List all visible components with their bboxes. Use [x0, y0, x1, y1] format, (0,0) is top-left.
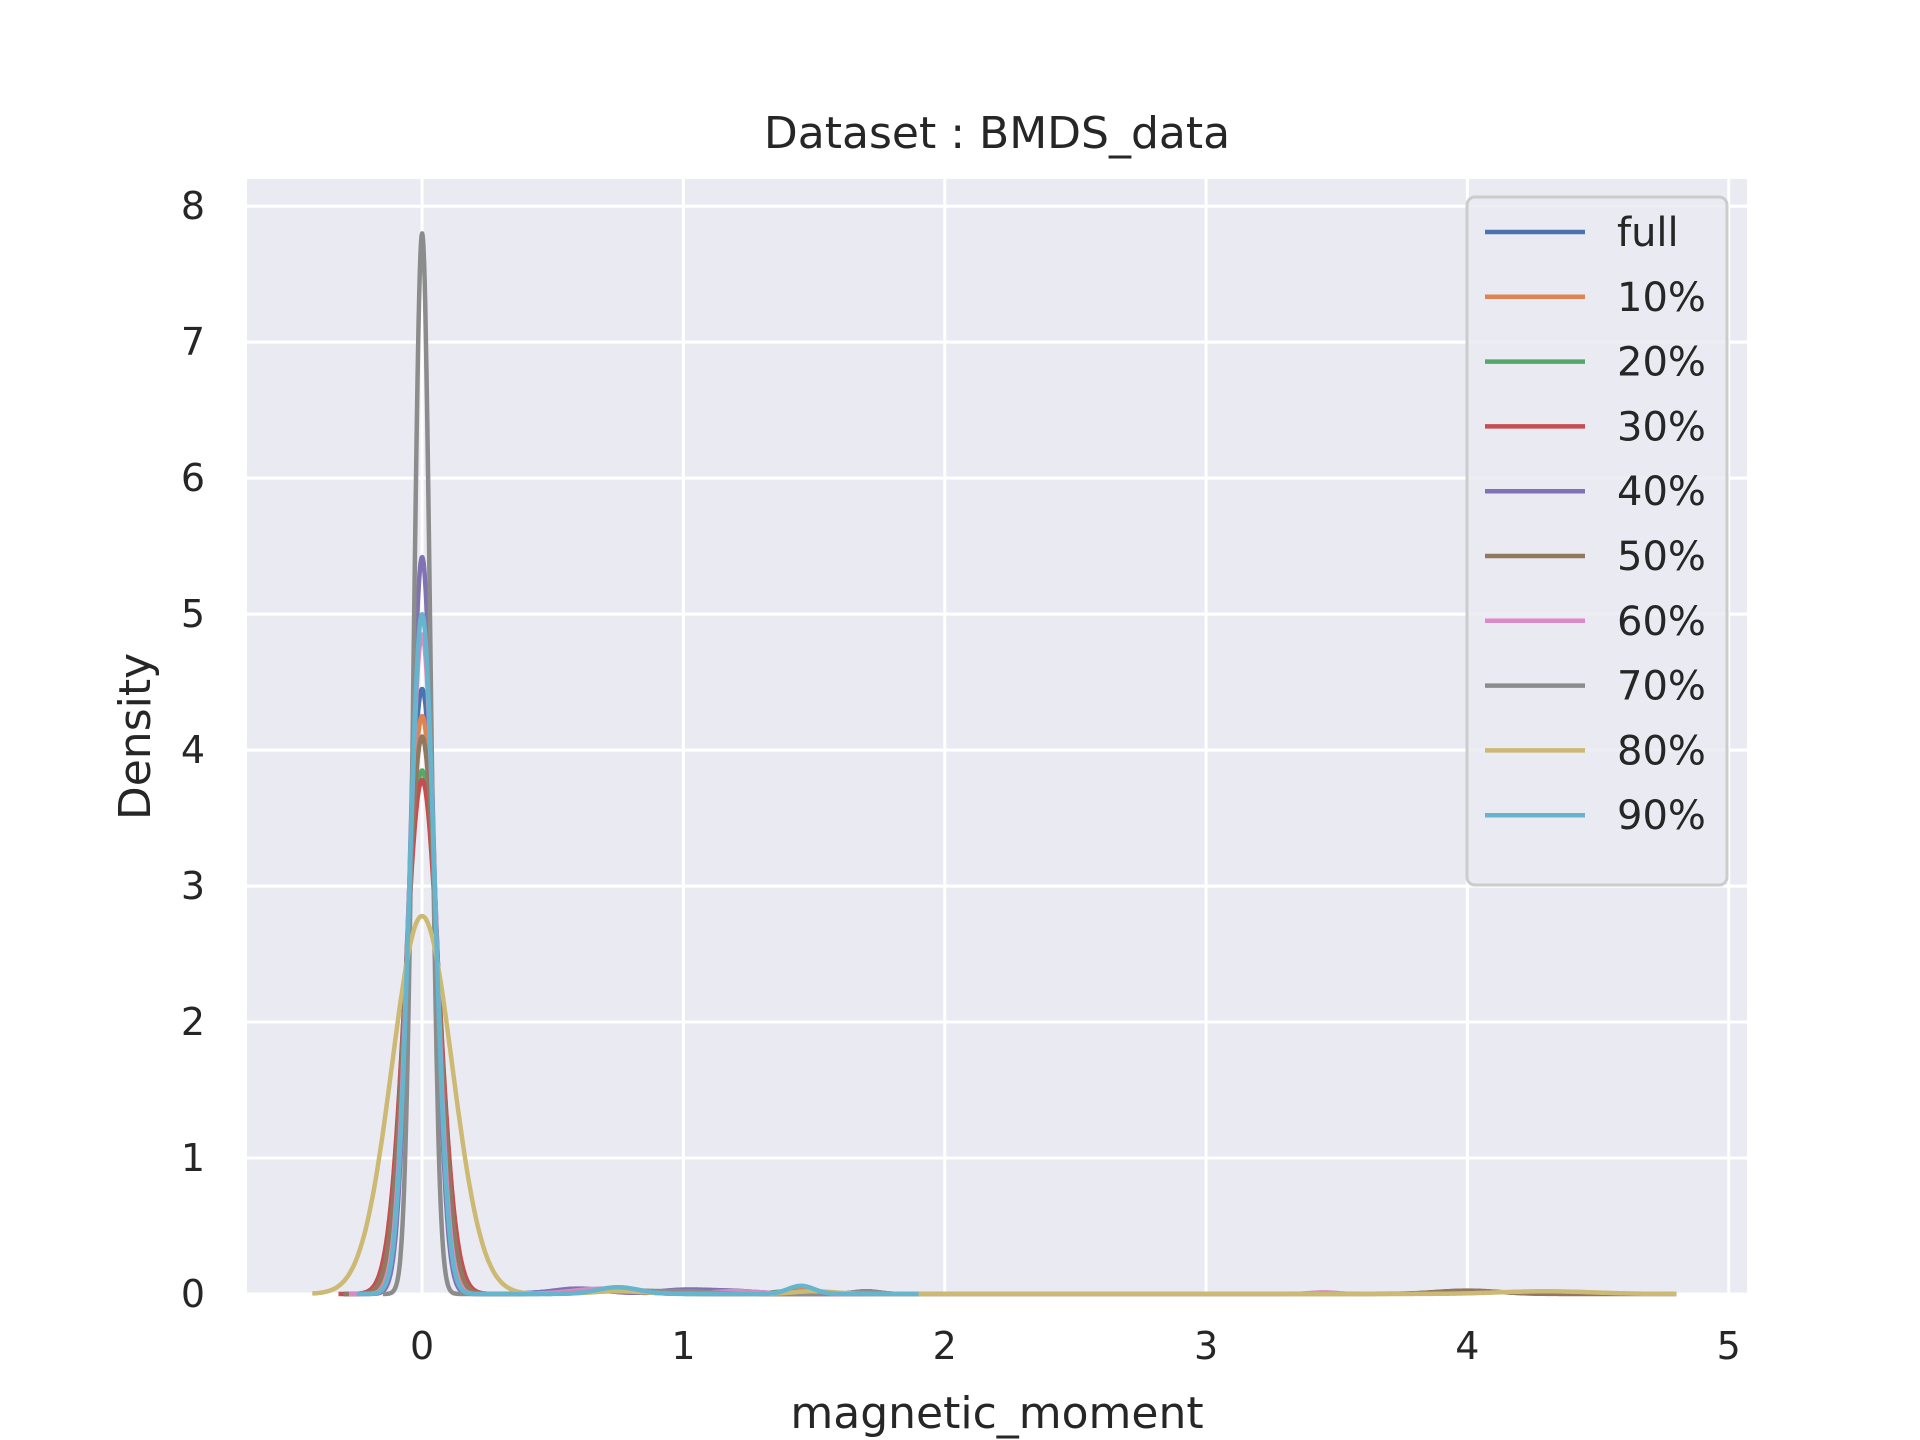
x-tick-label: 1: [671, 1324, 695, 1368]
legend-label: 30%: [1617, 404, 1706, 450]
x-tick-label: 2: [933, 1324, 957, 1368]
x-tick-label: 4: [1455, 1324, 1479, 1368]
series-layer: [311, 231, 1678, 1297]
x-tick-label: 3: [1194, 1324, 1218, 1368]
y-axis-ticks: 0 1 2 3 4 5 6 7 8: [181, 184, 205, 1316]
chart-title: Dataset : BMDS_data: [764, 108, 1230, 159]
legend-label: 10%: [1617, 275, 1706, 321]
legend-label: 80%: [1617, 728, 1706, 774]
y-tick-label: 8: [181, 184, 205, 228]
y-tick-label: 6: [181, 456, 205, 500]
y-tick-label: 4: [181, 728, 205, 772]
legend-box: [1465, 195, 1729, 887]
y-tick-label: 3: [181, 864, 205, 908]
x-axis-ticks: 0 1 2 3 4 5: [410, 1324, 1741, 1368]
legend: full 10% 20% 30% 40% 50% 60% 70% 80% 90%: [1465, 195, 1729, 887]
y-tick-label: 1: [181, 1136, 205, 1180]
y-tick-label: 7: [181, 320, 205, 364]
legend-label: 40%: [1617, 469, 1706, 515]
y-tick-label: 2: [181, 1000, 205, 1044]
legend-label: 50%: [1617, 534, 1706, 580]
y-axis-label: Density: [110, 653, 161, 820]
x-tick-label: 5: [1717, 1324, 1741, 1368]
y-tick-label: 0: [181, 1272, 205, 1316]
x-axis-label: magnetic_moment: [790, 1388, 1203, 1439]
series-line-9: [355, 611, 921, 1297]
legend-label: 90%: [1617, 793, 1706, 839]
legend-label: 60%: [1617, 599, 1706, 645]
x-tick-label: 0: [410, 1324, 434, 1368]
y-tick-label: 5: [181, 592, 205, 636]
legend-label: full: [1617, 210, 1679, 256]
legend-label: 20%: [1617, 340, 1706, 386]
legend-label: 70%: [1617, 664, 1706, 710]
